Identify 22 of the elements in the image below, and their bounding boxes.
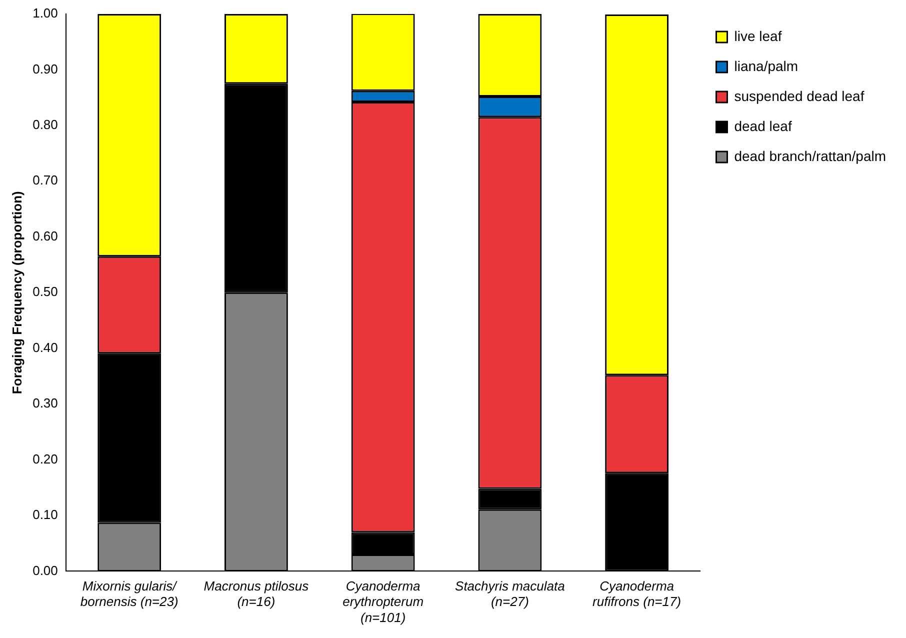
legend-label: suspended dead leaf xyxy=(734,88,864,104)
y-tick-label: 0.30 xyxy=(32,396,58,411)
y-tick-label: 0.10 xyxy=(32,507,58,522)
y-tick-label: 0.20 xyxy=(32,451,58,466)
y-tick-label: 0.80 xyxy=(32,117,58,132)
x-tick-label: Macronus ptilosus (n=16) xyxy=(204,578,310,610)
x-tick-label: Mixornis gularis/ bornensis (n=23) xyxy=(80,578,178,610)
x-tick-label: Stachyris maculata (n=27) xyxy=(455,578,565,610)
y-tick-label: 1.00 xyxy=(32,6,58,21)
y-tick-label: 0.00 xyxy=(32,562,58,578)
x-tick-label: Cyanoderma rufifrons (n=17) xyxy=(592,578,682,610)
y-tick-label: 0.70 xyxy=(32,172,58,188)
legend-label: dead leaf xyxy=(734,118,792,134)
y-axis-title: Foraging Frequency (proportion) xyxy=(9,191,24,394)
legend-label: live leaf xyxy=(734,28,782,44)
y-tick-label: 0.40 xyxy=(32,340,58,355)
legend-label: dead branch/rattan/palm xyxy=(734,148,886,164)
x-tick-label: Cyanoderma erythropterum (n=101) xyxy=(342,578,424,625)
y-tick-label: 0.90 xyxy=(32,61,58,76)
y-tick-label: 0.50 xyxy=(32,284,58,300)
y-tick-label: 0.60 xyxy=(32,228,58,244)
legend-label: liana/palm xyxy=(734,58,798,74)
